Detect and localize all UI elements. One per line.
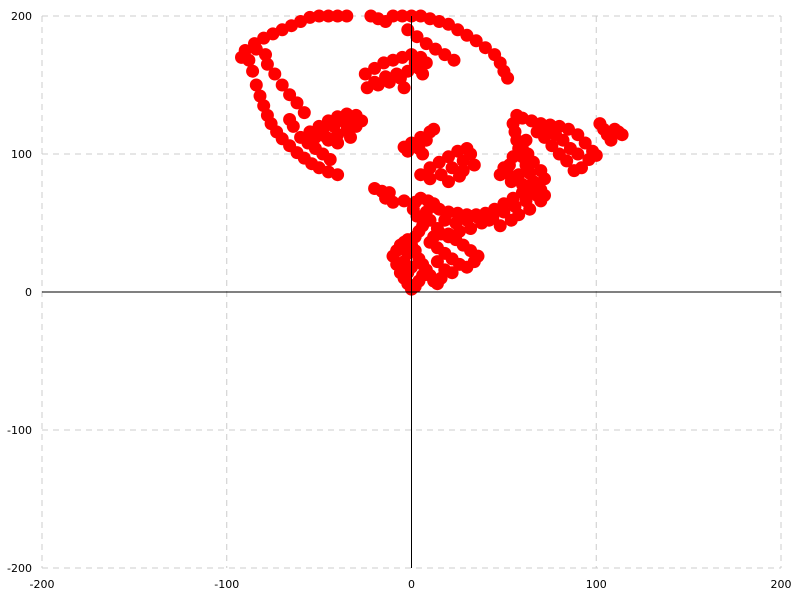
x-tick-labels: -200 -100 0 100 200 — [30, 578, 792, 591]
data-point — [493, 168, 507, 182]
data-point — [371, 78, 385, 92]
x-tick-label: -100 — [214, 578, 239, 591]
data-point — [456, 154, 470, 168]
data-point — [395, 9, 409, 23]
data-point — [249, 78, 263, 92]
data-point — [397, 81, 411, 95]
axes — [42, 16, 781, 568]
data-point — [297, 106, 311, 120]
data-point — [323, 153, 337, 166]
data-point — [571, 128, 585, 142]
data-point — [445, 266, 459, 280]
data-point — [327, 119, 341, 133]
data-point — [401, 144, 415, 158]
data-point — [416, 257, 430, 271]
data-point — [360, 81, 374, 95]
data-point — [530, 125, 544, 139]
data-point — [538, 172, 551, 186]
x-tick-label: 0 — [408, 578, 415, 591]
data-point — [445, 161, 459, 175]
data-point — [460, 213, 474, 227]
data-point — [604, 133, 618, 147]
data-point — [283, 113, 297, 126]
data-point — [423, 172, 437, 186]
x-tick-label: 100 — [586, 578, 607, 591]
data-point — [478, 41, 492, 55]
data-point — [526, 155, 540, 169]
data-point — [427, 122, 441, 136]
data-point — [447, 53, 461, 67]
data-point — [523, 202, 537, 216]
x-tick-label: -200 — [30, 578, 55, 591]
data-point — [246, 64, 260, 78]
data-point — [410, 30, 424, 44]
data-point — [419, 133, 433, 147]
data-point — [430, 255, 444, 269]
data-point — [331, 168, 345, 182]
data-point — [340, 9, 354, 23]
y-tick-label: 200 — [11, 10, 32, 23]
y-tick-label: 100 — [11, 148, 32, 161]
data-point — [482, 213, 496, 227]
data-point — [316, 122, 330, 136]
data-point — [427, 197, 441, 211]
data-point — [259, 48, 272, 62]
data-point — [238, 44, 252, 57]
data-point — [541, 122, 555, 136]
data-point — [538, 188, 551, 202]
data-point — [442, 175, 455, 189]
data-point — [501, 71, 515, 85]
data-point — [449, 216, 463, 230]
data-point — [582, 153, 596, 166]
data-point — [469, 34, 483, 48]
x-tick-label: 200 — [771, 578, 792, 591]
data-point — [401, 266, 415, 280]
data-point — [331, 9, 345, 23]
data-point — [456, 164, 470, 178]
data-point — [397, 194, 411, 208]
data-point — [344, 130, 357, 144]
data-point — [571, 147, 585, 161]
data-point — [345, 113, 359, 126]
y-tick-label: -100 — [7, 424, 32, 437]
data-point — [416, 67, 430, 81]
data-point — [552, 147, 566, 161]
data-point — [290, 96, 304, 110]
data-points — [235, 9, 629, 296]
data-point — [512, 208, 526, 222]
data-point — [438, 213, 452, 227]
data-point — [567, 164, 581, 178]
data-point — [321, 9, 335, 23]
y-tick-label: 0 — [25, 286, 32, 299]
data-point — [416, 147, 430, 161]
y-tick-label: -200 — [7, 562, 32, 575]
data-point — [593, 117, 607, 131]
data-point — [375, 184, 389, 198]
data-point — [321, 133, 335, 147]
data-point — [408, 56, 422, 70]
data-point — [386, 9, 400, 23]
data-point — [312, 9, 326, 23]
data-point — [615, 128, 629, 142]
data-point — [434, 271, 448, 285]
y-tick-labels: 200 100 0 -100 -200 — [7, 10, 32, 575]
data-point — [268, 67, 282, 81]
data-point — [427, 230, 441, 244]
data-point — [260, 57, 274, 71]
data-point — [275, 78, 289, 92]
data-point — [545, 139, 559, 153]
data-point — [493, 219, 507, 233]
data-point — [471, 211, 485, 224]
data-point — [467, 158, 481, 172]
data-point — [382, 75, 396, 89]
